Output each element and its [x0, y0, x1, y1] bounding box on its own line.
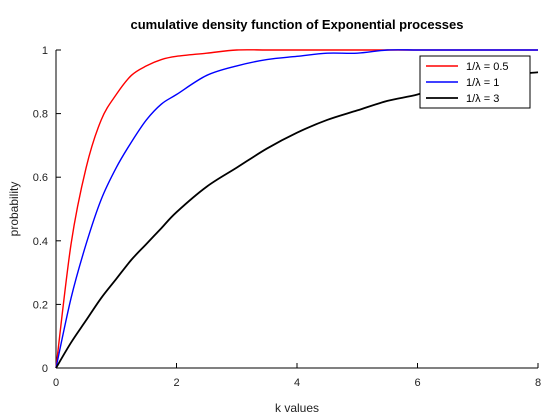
x-tick-label: 8: [535, 377, 541, 389]
series-line-2: [55, 71, 539, 369]
y-tick-label: 0.4: [33, 236, 48, 248]
legend-entries: 1/λ = 0.5 1/λ = 1 1/λ = 3: [426, 61, 509, 105]
legend: 1/λ = 0.5 1/λ = 1 1/λ = 3: [419, 55, 531, 109]
legend-label: 1/λ = 3: [466, 93, 499, 105]
legend-label: 1/λ = 1: [466, 77, 499, 89]
y-axis-label: probability: [7, 182, 21, 237]
y-tick-label: 1: [42, 45, 48, 57]
chart-title: cumulative density function of Exponenti…: [130, 17, 463, 32]
x-tick-label: 4: [294, 377, 300, 389]
y-tick-label: 0: [42, 363, 48, 375]
x-axis-label: k values: [275, 401, 319, 415]
x-tick-label: 6: [414, 377, 420, 389]
ticks: 0 2 4 6 8 0 0.2 0.4 0.6 0.8 1: [33, 45, 541, 389]
series-line-1: [55, 49, 538, 369]
legend-label: 1/λ = 0.5: [466, 61, 509, 73]
y-tick-label: 0.8: [33, 109, 48, 121]
y-tick-label: 0.2: [33, 299, 48, 311]
y-tick-label: 0.6: [33, 172, 48, 184]
x-tick-label: 0: [53, 377, 59, 389]
x-tick-label: 2: [173, 377, 179, 389]
